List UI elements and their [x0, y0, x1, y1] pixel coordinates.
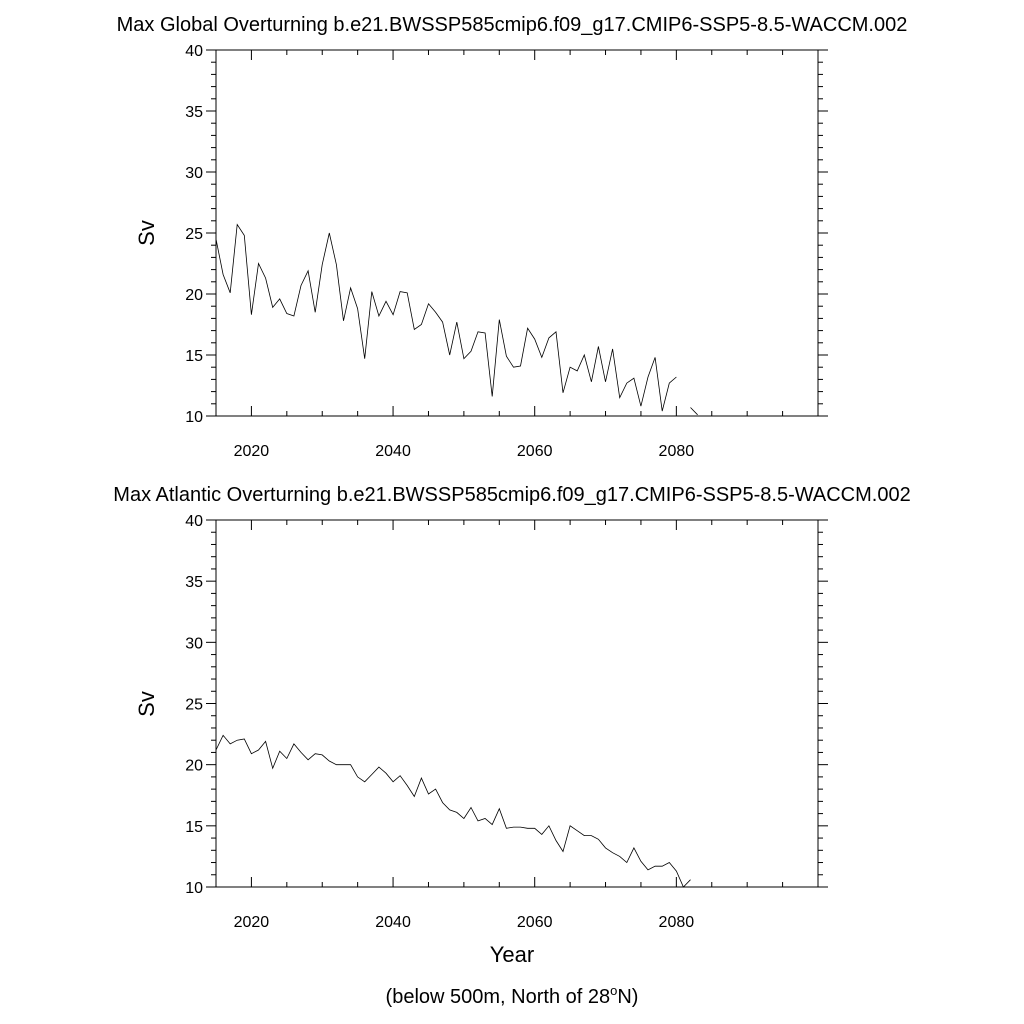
plot-frame — [215, 519, 819, 888]
tick-labels: 10 15 20 25 30 35 40 2020 2040 2060 2080 — [185, 513, 694, 931]
y-tick-label: 30 — [185, 165, 203, 182]
x-tick-label: 2040 — [375, 443, 411, 460]
y-tick-label: 30 — [185, 635, 203, 652]
y-axis-label: Sv — [134, 691, 159, 717]
atlantic-overturning-panel: Max Atlantic Overturning b.e21.BWSSP585c… — [113, 484, 910, 967]
x-tick-label: 2040 — [375, 914, 411, 931]
chart-title: Max Global Overturning b.e21.BWSSP585cmi… — [117, 14, 908, 36]
plot-frame — [215, 49, 819, 417]
tick-labels: 10 15 20 25 30 35 40 2020 2040 2060 2080 — [185, 43, 694, 460]
x-tick-label: 2080 — [659, 443, 695, 460]
y-tick-label: 25 — [185, 697, 203, 714]
footnote-prefix: (below 500m, North of 28 — [386, 986, 611, 1008]
axis-ticks — [206, 519, 828, 888]
x-tick-label: 2020 — [234, 443, 270, 460]
y-tick-label: 20 — [185, 758, 203, 775]
y-tick-label: 10 — [185, 880, 203, 897]
y-tick-label: 15 — [185, 348, 203, 365]
y-tick-label: 35 — [185, 104, 203, 121]
axis-ticks — [206, 49, 828, 417]
y-tick-label: 20 — [185, 287, 203, 304]
x-tick-label: 2060 — [517, 443, 553, 460]
y-tick-label: 25 — [185, 226, 203, 243]
series-line — [215, 223, 677, 412]
footnote-superscript: o — [610, 983, 617, 998]
global-overturning-panel: Max Global Overturning b.e21.BWSSP585cmi… — [117, 14, 908, 460]
x-tick-label: 2080 — [659, 914, 695, 931]
y-tick-label: 40 — [185, 513, 203, 530]
series-line — [215, 734, 691, 888]
y-tick-label: 10 — [185, 409, 203, 426]
footnote-suffix: N) — [617, 986, 638, 1008]
series-line — [690, 407, 698, 416]
y-tick-label: 15 — [185, 819, 203, 836]
y-tick-label: 35 — [185, 574, 203, 591]
footnote: (below 500m, North of 28oN) — [386, 983, 639, 1008]
x-axis-label: Year — [490, 942, 534, 967]
y-axis-label: Sv — [134, 220, 159, 246]
x-tick-label: 2060 — [517, 914, 553, 931]
y-tick-label: 40 — [185, 43, 203, 60]
x-tick-label: 2020 — [234, 914, 270, 931]
chart-title: Max Atlantic Overturning b.e21.BWSSP585c… — [113, 484, 910, 506]
